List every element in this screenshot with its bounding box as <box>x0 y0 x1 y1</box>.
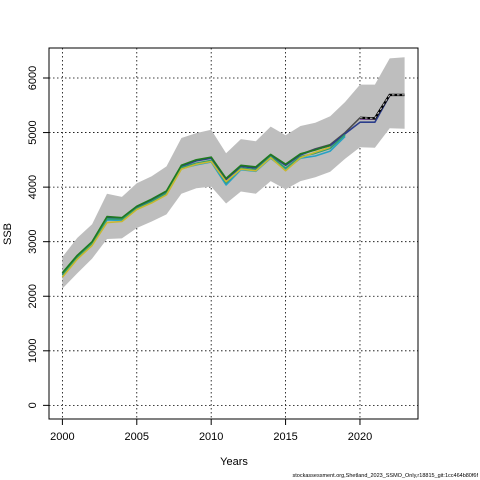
terminal-line-dash <box>359 94 405 119</box>
x-tick-label: 2010 <box>199 431 223 443</box>
x-tick-label: 2005 <box>125 431 149 443</box>
series-lines <box>61 93 405 278</box>
y-axis-title: SSB <box>2 223 14 245</box>
series-line-5 <box>61 146 331 278</box>
footer-note: stockassessment.org,Shetland_2023_SSMO_O… <box>293 473 479 479</box>
x-tick-label: 2020 <box>348 431 372 443</box>
plot-frame <box>48 47 419 420</box>
y-tick-label: 5000 <box>27 120 39 144</box>
y-tick-label: 6000 <box>27 66 39 90</box>
series-line-4 <box>61 134 346 276</box>
grid-lines <box>49 48 418 419</box>
y-tick-label: 2000 <box>27 284 39 308</box>
y-tick-label: 3000 <box>27 229 39 253</box>
y-tick-label: 0 <box>27 402 39 408</box>
y-axis: 0 1000 2000 3000 4000 5000 6000 <box>27 66 49 408</box>
x-tick-label: 2015 <box>273 431 297 443</box>
x-axis: 2000 2005 2010 2015 2020 <box>50 419 372 443</box>
x-axis-title: Years <box>220 456 248 468</box>
series-line-6 <box>61 144 331 274</box>
y-tick-label: 4000 <box>27 175 39 199</box>
y-tick-label: 1000 <box>27 339 39 363</box>
x-tick-label: 2000 <box>50 431 74 443</box>
